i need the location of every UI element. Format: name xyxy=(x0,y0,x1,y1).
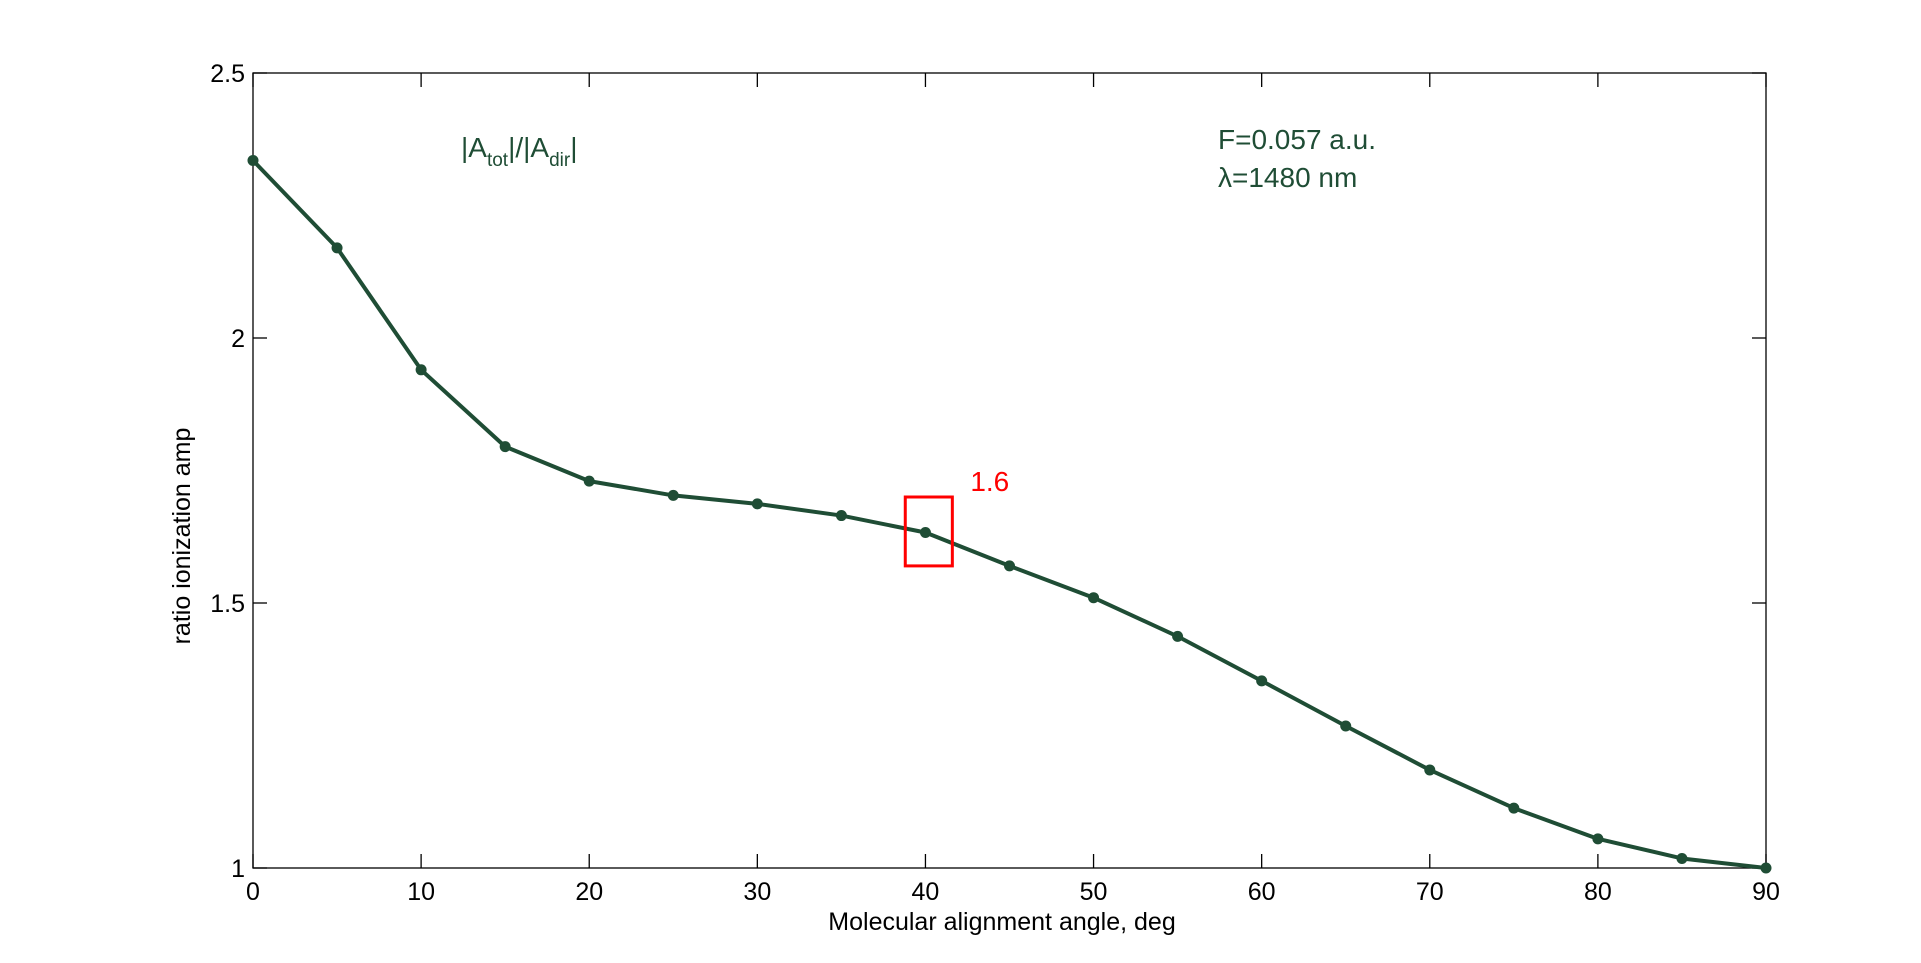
y-axis-title: ratio ionization amp xyxy=(168,428,196,645)
highlight-box xyxy=(903,495,954,568)
x-tick-label: 80 xyxy=(1584,878,1612,906)
data-point xyxy=(499,441,511,453)
data-point xyxy=(583,475,595,487)
x-tick-label: 40 xyxy=(912,878,940,906)
data-point xyxy=(1004,560,1015,572)
data-point xyxy=(1256,675,1268,687)
x-tick-label: 60 xyxy=(1248,878,1276,906)
data-point xyxy=(1172,630,1184,642)
wavelength-label: λ=1480 nm xyxy=(1218,162,1357,193)
y-tick-label: 2.5 xyxy=(210,60,245,88)
y-tick-label: 1.5 xyxy=(210,590,245,618)
x-tick-label: 30 xyxy=(743,878,771,906)
highlight-value-label: 1.6 xyxy=(970,466,1009,497)
data-point xyxy=(247,154,259,166)
x-tick-label: 70 xyxy=(1416,878,1444,906)
data-point xyxy=(331,242,343,254)
data-point xyxy=(835,510,847,522)
data-point xyxy=(415,364,427,376)
x-tick-label: 10 xyxy=(407,878,435,906)
data-point xyxy=(1760,862,1772,874)
x-tick-label: 0 xyxy=(246,878,260,906)
data-point xyxy=(1424,764,1436,776)
data-point xyxy=(751,498,763,510)
series-legend-label: |Atot|/|Adir| xyxy=(461,132,578,171)
data-point xyxy=(1088,592,1100,604)
field-strength-label: F=0.057 a.u. xyxy=(1218,124,1376,155)
y-tick-label: 2 xyxy=(231,325,245,353)
x-tick-label: 50 xyxy=(1080,878,1108,906)
y-tick-label: 1 xyxy=(231,855,245,883)
axes-layer: 0 10 20 30 40 50 60 70 80 90 1 1.5 2 2.5 xyxy=(210,60,1780,906)
data-point xyxy=(1592,833,1604,845)
plot-frame xyxy=(252,72,1767,869)
data-point xyxy=(1676,852,1688,864)
x-tick-label: 90 xyxy=(1752,878,1780,906)
series-layer xyxy=(247,154,1772,874)
data-point xyxy=(919,527,931,539)
data-point xyxy=(1340,720,1352,732)
x-axis-title: Molecular alignment angle, deg xyxy=(828,908,1175,936)
x-tick-label: 20 xyxy=(575,878,603,906)
data-point xyxy=(1508,802,1520,814)
data-point xyxy=(667,489,679,501)
